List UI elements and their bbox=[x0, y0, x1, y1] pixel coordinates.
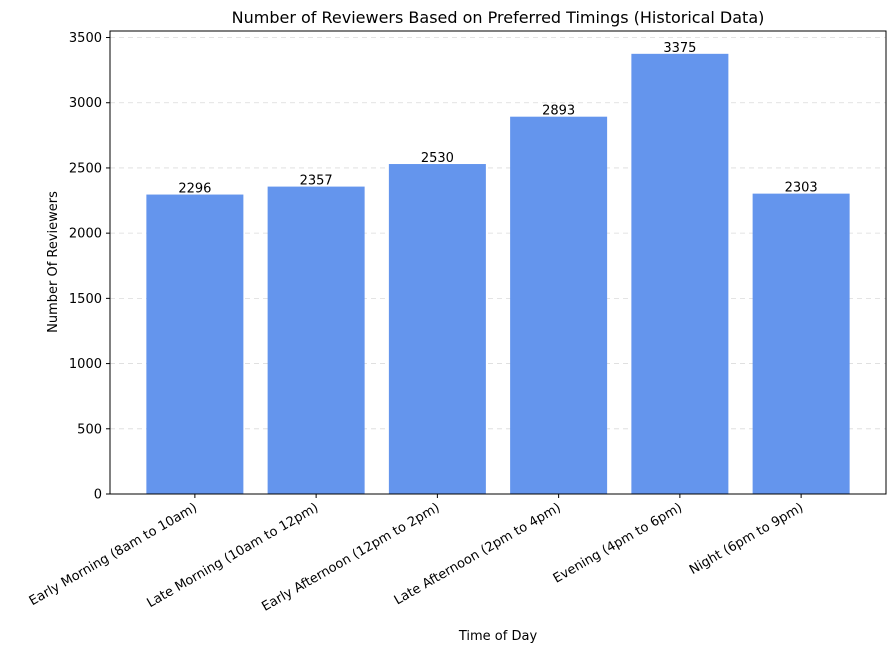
y-tick-label: 2500 bbox=[69, 161, 102, 176]
y-axis-label: Number Of Reviewers bbox=[46, 191, 61, 333]
bar bbox=[752, 193, 850, 494]
bar-value-label: 3375 bbox=[663, 41, 696, 56]
x-axis: Early Morning (8am to 10am)Late Morning … bbox=[27, 494, 806, 615]
bar bbox=[388, 164, 486, 494]
bar bbox=[510, 116, 608, 494]
y-tick-label: 2000 bbox=[69, 227, 102, 242]
bar bbox=[631, 53, 729, 494]
plot-frame bbox=[109, 30, 887, 495]
bar-value-label: 2303 bbox=[785, 181, 818, 196]
y-tick-label: 1500 bbox=[69, 292, 102, 307]
y-tick-label: 1000 bbox=[69, 357, 102, 372]
bars bbox=[146, 53, 850, 494]
y-tick-label: 3000 bbox=[69, 96, 102, 111]
bar bbox=[146, 194, 244, 494]
bar-value-label: 2530 bbox=[421, 151, 454, 166]
bar-value-label: 2357 bbox=[300, 174, 333, 189]
y-tick-label: 3500 bbox=[69, 31, 102, 46]
y-tick-label: 0 bbox=[94, 488, 102, 503]
bar-value-label: 2296 bbox=[178, 182, 211, 197]
x-axis-label: Time of Day bbox=[458, 629, 538, 644]
y-tick-label: 500 bbox=[77, 422, 102, 437]
data-labels: 2296 2357 2530 2893 3375 2303 bbox=[178, 41, 817, 197]
x-tick-label: Night (6pm to 9pm) bbox=[687, 500, 806, 577]
bar-value-label: 2893 bbox=[542, 104, 575, 119]
y-axis: 0 500 1000 1500 2000 2500 3000 3500 bbox=[69, 31, 110, 503]
chart-title: Number of Reviewers Based on Preferred T… bbox=[232, 8, 765, 27]
bar bbox=[267, 186, 365, 494]
x-tick-label: Evening (4pm to 6pm) bbox=[551, 500, 685, 586]
